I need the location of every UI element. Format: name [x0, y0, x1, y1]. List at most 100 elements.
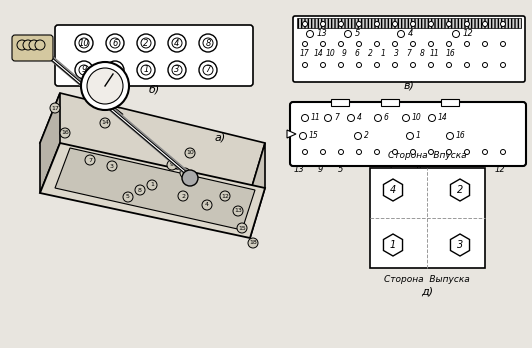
Circle shape [303, 22, 307, 26]
Circle shape [483, 22, 487, 26]
Circle shape [375, 41, 379, 47]
Circle shape [428, 41, 434, 47]
Circle shape [199, 34, 217, 52]
Text: Сторона  Выпуска: Сторона Выпуска [384, 276, 470, 285]
Circle shape [106, 34, 124, 52]
Text: 3: 3 [394, 49, 398, 58]
Polygon shape [40, 143, 265, 238]
Text: 10: 10 [326, 49, 336, 58]
Circle shape [356, 22, 362, 26]
Circle shape [168, 34, 186, 52]
Circle shape [167, 160, 177, 170]
Text: 2: 2 [368, 49, 372, 58]
Circle shape [135, 185, 145, 195]
Circle shape [23, 40, 33, 50]
Circle shape [464, 41, 470, 47]
Circle shape [411, 41, 415, 47]
Text: 10: 10 [186, 150, 194, 156]
Circle shape [397, 31, 404, 38]
Text: б): б) [148, 85, 160, 95]
Circle shape [320, 41, 326, 47]
Circle shape [81, 62, 129, 110]
Circle shape [428, 63, 434, 68]
Circle shape [168, 61, 186, 79]
Text: 16: 16 [445, 49, 455, 58]
Circle shape [393, 41, 397, 47]
Polygon shape [384, 234, 403, 256]
Bar [381, 99, 399, 106]
Circle shape [325, 114, 331, 121]
Text: 5: 5 [112, 65, 118, 74]
Text: 8: 8 [138, 188, 142, 192]
Text: 2: 2 [364, 132, 369, 141]
Circle shape [501, 22, 505, 26]
Circle shape [501, 150, 505, 155]
Circle shape [446, 150, 452, 155]
FancyBboxPatch shape [12, 35, 53, 61]
Text: 8: 8 [420, 49, 425, 58]
Text: 1: 1 [150, 182, 154, 188]
Text: 3: 3 [110, 164, 114, 168]
Text: 8: 8 [415, 165, 421, 174]
Text: 5: 5 [126, 195, 130, 199]
Text: 8: 8 [205, 39, 211, 47]
Text: 3: 3 [174, 65, 180, 74]
Circle shape [137, 34, 155, 52]
Circle shape [75, 34, 93, 52]
Text: 7: 7 [205, 65, 211, 74]
Circle shape [75, 61, 93, 79]
Circle shape [338, 22, 344, 26]
FancyBboxPatch shape [55, 25, 253, 86]
Circle shape [302, 114, 309, 121]
Circle shape [356, 150, 362, 155]
Circle shape [233, 206, 243, 216]
Circle shape [172, 65, 182, 75]
Circle shape [393, 150, 397, 155]
Text: 11: 11 [430, 49, 440, 58]
Circle shape [375, 22, 379, 26]
Circle shape [403, 114, 410, 121]
Circle shape [180, 168, 190, 178]
Circle shape [354, 133, 362, 140]
Circle shape [106, 61, 124, 79]
Text: 4: 4 [390, 185, 396, 195]
Text: в): в) [404, 80, 414, 90]
Circle shape [107, 161, 117, 171]
Text: 1: 1 [390, 240, 396, 250]
Bar [441, 99, 459, 106]
Text: 9: 9 [342, 49, 346, 58]
Circle shape [428, 150, 434, 155]
Circle shape [60, 128, 70, 138]
Circle shape [464, 63, 470, 68]
Circle shape [182, 170, 198, 186]
Text: 12: 12 [463, 30, 474, 39]
Circle shape [17, 40, 27, 50]
Circle shape [446, 63, 452, 68]
Text: 3: 3 [387, 165, 393, 174]
Circle shape [172, 38, 182, 48]
Text: 7: 7 [334, 113, 339, 122]
Circle shape [406, 133, 413, 140]
Circle shape [320, 63, 326, 68]
FancyBboxPatch shape [293, 16, 525, 82]
Text: 14: 14 [438, 113, 448, 122]
Circle shape [411, 22, 415, 26]
Text: 9: 9 [81, 65, 87, 74]
Circle shape [411, 150, 415, 155]
Circle shape [110, 65, 120, 75]
Circle shape [338, 63, 344, 68]
Circle shape [411, 63, 415, 68]
Circle shape [202, 200, 212, 210]
Circle shape [464, 22, 470, 26]
Text: 6: 6 [384, 113, 389, 122]
Circle shape [87, 68, 123, 104]
Circle shape [345, 31, 352, 38]
Text: 10: 10 [412, 113, 422, 122]
Circle shape [178, 191, 188, 201]
Circle shape [356, 41, 362, 47]
Circle shape [338, 41, 344, 47]
Polygon shape [451, 179, 470, 201]
Circle shape [446, 133, 453, 140]
Circle shape [50, 103, 60, 113]
Polygon shape [384, 179, 403, 201]
